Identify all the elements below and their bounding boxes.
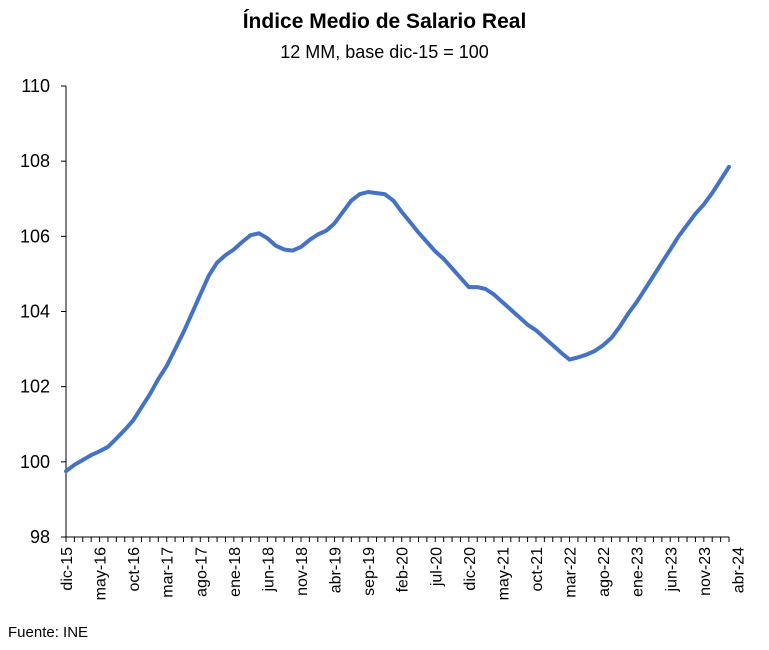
y-axis: 98 100 102 104 106 108 110 — [20, 76, 67, 547]
x-tick-label: oct-16 — [126, 547, 143, 592]
x-tick-label: mar-17 — [160, 547, 177, 598]
y-tick-label: 98 — [30, 527, 50, 547]
chart-subtitle: 12 MM, base dic-15 = 100 — [280, 42, 489, 62]
source-note: Fuente: INE — [8, 624, 89, 641]
x-tick-label: oct-21 — [529, 547, 546, 592]
x-axis: dic-15 may-16 oct-16 mar-17 ago-17 ene-18 jun-… — [59, 536, 747, 600]
x-tick-label: may-16 — [93, 547, 110, 600]
x-tick-label: ene-23 — [630, 547, 647, 597]
x-tick-label: abr-19 — [328, 547, 345, 593]
x-tick-label: jun-18 — [260, 547, 277, 593]
x-tick-label: may-21 — [495, 547, 512, 600]
x-tick-label: dic-20 — [462, 547, 479, 591]
x-tick-label: jul-20 — [428, 547, 445, 587]
y-tick-label: 106 — [20, 226, 50, 246]
x-tick-label: ago-17 — [193, 547, 210, 597]
y-tick-label: 108 — [20, 151, 50, 171]
x-tick-label: dic-15 — [59, 547, 76, 591]
x-tick-label: abr-24 — [730, 547, 747, 593]
x-tick-label: nov-18 — [294, 547, 311, 596]
x-tick-label: ago-22 — [596, 547, 613, 597]
x-tick-label: nov-23 — [697, 547, 714, 596]
y-tick-label: 104 — [20, 302, 50, 322]
y-tick-label: 100 — [20, 452, 50, 472]
chart-title: Índice Medio de Salario Real — [242, 10, 527, 33]
series-line — [64, 164, 731, 474]
y-tick-label: 102 — [20, 377, 50, 397]
x-tick-label: sep-19 — [361, 547, 378, 596]
x-tick-label: feb-20 — [395, 547, 412, 592]
y-tick-label: 110 — [21, 76, 50, 96]
x-tick-label: jun-23 — [663, 547, 680, 593]
x-tick-label: ene-18 — [227, 547, 244, 597]
series-group — [64, 164, 731, 474]
x-tick-label: mar-22 — [563, 547, 580, 598]
